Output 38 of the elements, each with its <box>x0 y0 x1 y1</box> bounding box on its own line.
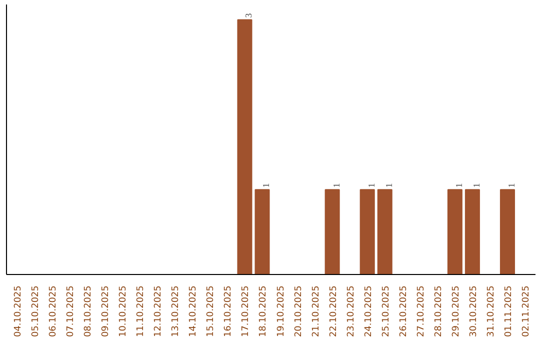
x-tick-label: 27.10.2025 <box>416 286 426 338</box>
data-label: 1 <box>261 183 272 188</box>
data-label: 3 <box>244 12 254 18</box>
x-tick-label: 07.10.2025 <box>66 286 76 338</box>
x-tick-label: 08.10.2025 <box>84 286 94 338</box>
x-tick-label: 28.10.2025 <box>434 286 444 338</box>
x-tick-label: 23.10.2025 <box>346 286 356 338</box>
x-tick-label: 15.10.2025 <box>206 286 216 338</box>
x-tick-label: 11.10.2025 <box>136 286 146 338</box>
x-tick-label: 12.10.2025 <box>154 286 164 338</box>
x-tick-label: 14.10.2025 <box>188 286 199 338</box>
x-tick-label: 10.10.2025 <box>118 286 129 338</box>
x-tick-label: 06.10.2025 <box>48 286 59 338</box>
x-tick-label: 13.10.2025 <box>171 286 182 338</box>
x-tick-label: 05.10.2025 <box>31 286 42 338</box>
x-tick-label: 01.11.2025 <box>504 286 514 338</box>
x-tick-label: 29.10.2025 <box>451 286 462 338</box>
x-tick-label: 17.10.2025 <box>241 286 252 338</box>
x-tick-label: 04.10.2025 <box>14 286 24 338</box>
x-tick-label: 25.10.2025 <box>381 286 392 338</box>
data-label: 1 <box>331 183 342 188</box>
x-tick-label: 02.11.2025 <box>521 286 532 338</box>
x-tick-label: 16.10.2025 <box>224 286 234 338</box>
x-tick-label: 24.10.2025 <box>364 286 374 338</box>
x-tick-label: 21.10.2025 <box>311 286 322 338</box>
x-tick-label: 09.10.2025 <box>101 286 112 338</box>
x-tick-label: 22.10.2025 <box>328 286 339 338</box>
data-label: 1 <box>384 183 394 188</box>
data-label: 1 <box>366 183 376 188</box>
x-tick-label: 26.10.2025 <box>398 286 409 338</box>
x-tick-label: 31.10.2025 <box>486 286 496 338</box>
data-label: 1 <box>506 183 516 188</box>
data-label: 1 <box>454 183 464 188</box>
x-tick-label: 20.10.2025 <box>294 286 304 338</box>
x-tick-label: 30.10.2025 <box>468 286 479 338</box>
x-tick-label: 19.10.2025 <box>276 286 286 338</box>
data-label: 1 <box>471 183 482 188</box>
x-tick-label: 18.10.2025 <box>258 286 269 338</box>
